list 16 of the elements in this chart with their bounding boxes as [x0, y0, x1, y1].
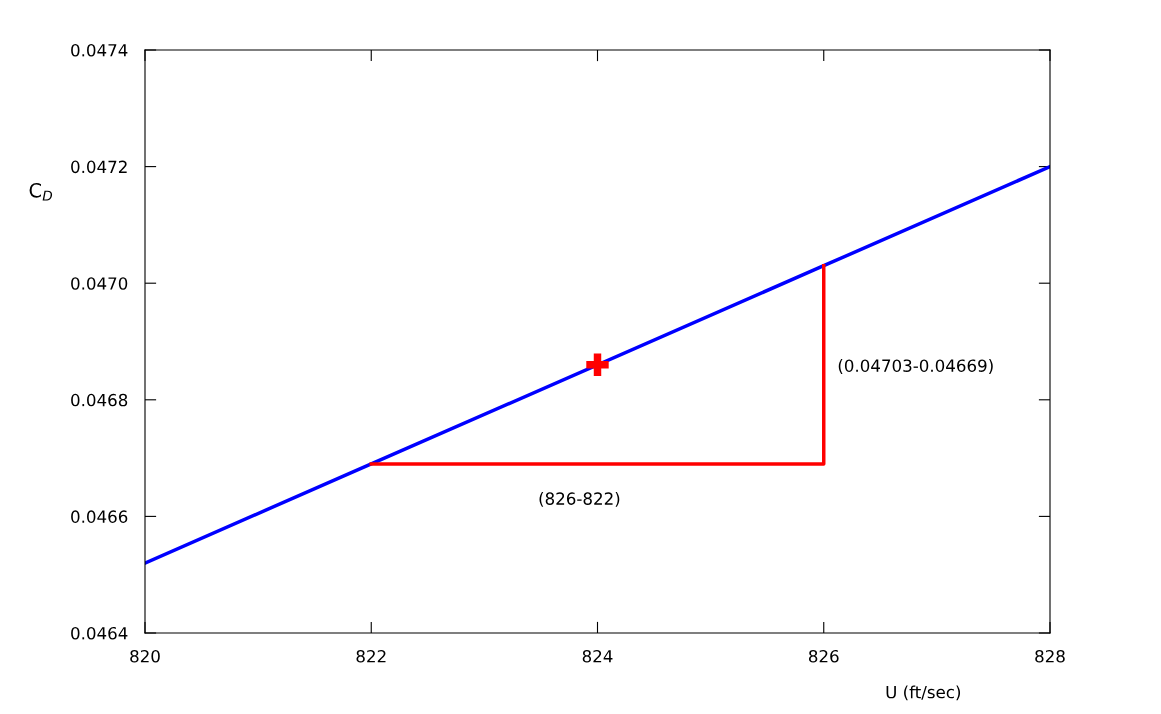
y-tick-label: 0.0470	[71, 277, 128, 290]
annotation: (0.04703-0.04669)	[838, 359, 993, 374]
y-axis-title: C$_{D}$	[29, 182, 53, 201]
y-tick-label: 0.0468	[71, 393, 128, 407]
x-tick-label: 822	[356, 649, 386, 663]
x-tick-label: 820	[130, 649, 160, 663]
x-tick-label: 828	[1035, 649, 1065, 663]
y-tick-label: 0.0464	[71, 626, 128, 640]
y-tick-label: 0.0466	[71, 510, 128, 523]
y-tick-label: 0.0474	[71, 43, 128, 57]
y-tick-label: 0.0472	[71, 160, 127, 174]
x-tick-label: 826	[808, 649, 839, 663]
annotation: (826-822)	[539, 492, 620, 507]
x-tick-label: 824	[582, 649, 613, 663]
x-axis-title: U (ft/sec)	[886, 685, 961, 701]
line-series	[145, 164, 1050, 565]
